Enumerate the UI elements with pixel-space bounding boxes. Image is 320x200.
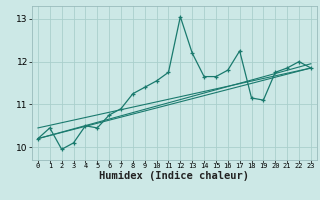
X-axis label: Humidex (Indice chaleur): Humidex (Indice chaleur) — [100, 171, 249, 181]
